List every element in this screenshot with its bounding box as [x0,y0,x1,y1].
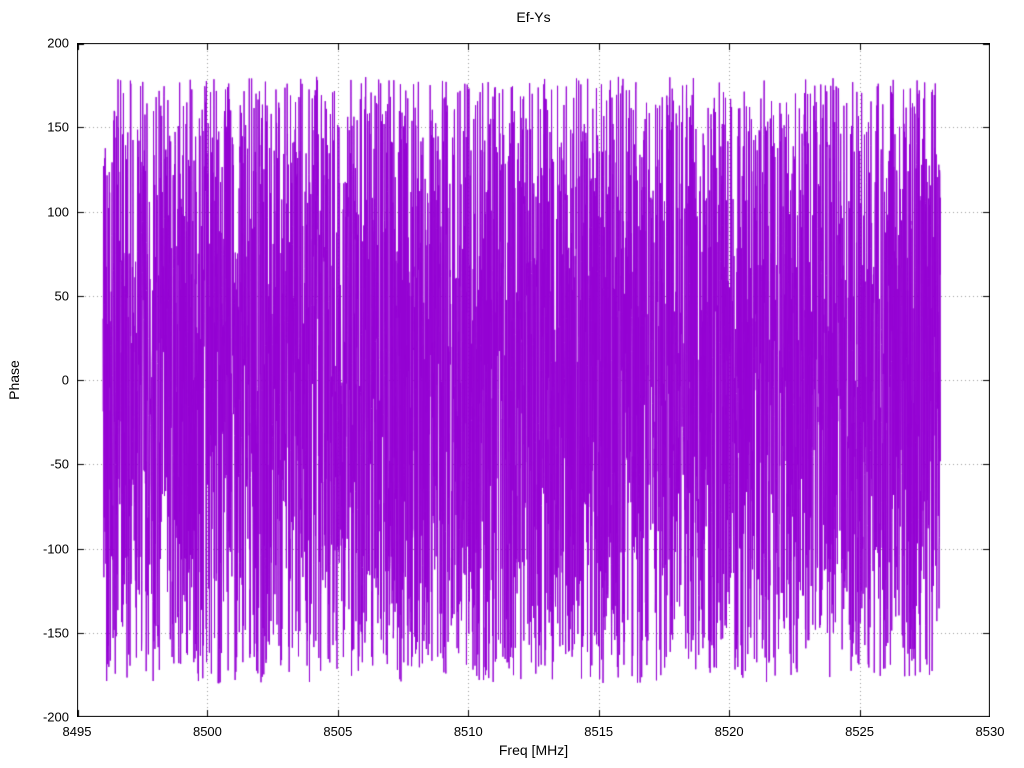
x-tick-label: 8495 [62,724,92,739]
y-tick-label: -50 [50,456,69,472]
y-tick-label: -200 [42,709,69,725]
chart-title: Ef-Ys [516,9,551,25]
y-tick-label: 150 [47,119,69,135]
y-tick-label: 100 [47,204,69,219]
y-tick-label: -150 [42,625,69,641]
x-tick-label: 8520 [714,724,744,739]
x-tick-label: 8505 [323,724,353,739]
x-axis-label: Freq [MHz] [498,742,569,758]
y-tick-label: -100 [42,541,69,556]
y-axis-label: Phase [6,360,22,400]
plot-canvas [77,43,990,717]
x-tick-label: 8510 [453,724,483,739]
x-tick-label: 8500 [192,724,222,739]
y-tick-label: 200 [47,35,69,51]
x-tick-label: 8515 [584,724,614,739]
x-tick-label: 8525 [845,724,875,739]
y-tick-label: 0 [61,372,69,388]
y-tick-label: 50 [54,288,69,304]
x-tick-label: 8530 [975,724,1005,739]
